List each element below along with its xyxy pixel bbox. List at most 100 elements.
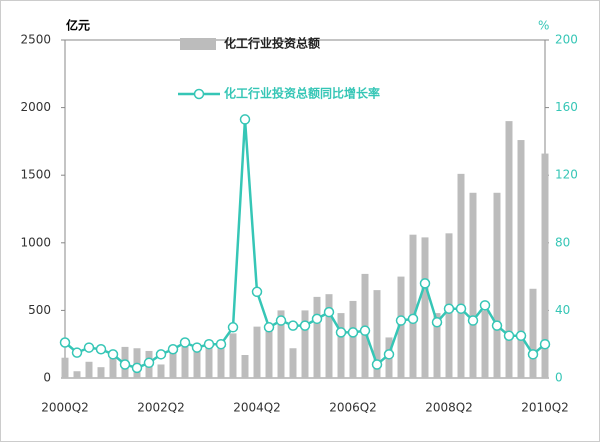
y2-tick-label: 200	[555, 33, 578, 47]
y-tick-label: 0	[43, 371, 51, 385]
legend-label: 化工行业投资总额	[224, 36, 320, 51]
bar	[505, 121, 513, 379]
line-marker	[467, 315, 479, 326]
line-marker	[239, 114, 251, 125]
bar	[169, 350, 177, 378]
line-marker	[323, 306, 335, 318]
bar	[181, 346, 189, 378]
line-marker	[527, 349, 539, 360]
y2-tick-label: 80	[555, 235, 570, 249]
y2-tick-label: 40	[555, 303, 570, 317]
line-marker	[515, 330, 527, 341]
x-tick-label: 2002Q2	[137, 401, 185, 415]
line-marker	[503, 330, 515, 341]
x-tick-label: 2004Q2	[233, 401, 281, 415]
line-marker	[215, 338, 227, 350]
bar	[229, 333, 237, 378]
bar	[97, 367, 105, 378]
line-marker	[407, 313, 419, 325]
line-marker	[167, 344, 179, 355]
line-marker	[359, 325, 371, 336]
line-marker	[419, 278, 431, 289]
bar	[409, 234, 417, 378]
y-tick-label: 500	[28, 303, 51, 317]
bar	[253, 326, 261, 378]
line-marker	[311, 313, 323, 325]
bar	[241, 355, 249, 378]
line-marker	[59, 337, 71, 348]
bar	[61, 357, 69, 378]
line-marker	[431, 316, 443, 328]
line-marker	[275, 315, 287, 326]
line-marker	[203, 338, 215, 350]
line-marker	[251, 286, 263, 298]
y2-tick-label: 0	[555, 371, 563, 385]
line-marker	[299, 320, 311, 331]
line-marker	[539, 338, 551, 350]
bar	[193, 350, 201, 378]
bar	[517, 140, 525, 378]
line-marker	[491, 320, 503, 331]
bar	[457, 173, 465, 378]
bar	[205, 340, 213, 378]
y-unit: 亿元	[66, 18, 90, 33]
bar	[217, 340, 225, 378]
bar	[529, 288, 537, 378]
bar	[349, 300, 357, 378]
bar	[421, 237, 429, 378]
bar	[373, 290, 381, 378]
bar	[481, 310, 489, 378]
line-marker	[83, 342, 95, 353]
bar	[289, 348, 297, 378]
y-tick-label: 1000	[20, 235, 51, 249]
bar	[469, 192, 477, 378]
bar	[301, 310, 309, 378]
bar	[433, 313, 441, 378]
line-marker	[227, 322, 239, 333]
line-marker	[455, 303, 467, 314]
line-marker	[443, 303, 455, 314]
line-marker	[143, 357, 155, 369]
x-tick-label: 2008Q2	[425, 401, 473, 415]
y-tick-label: 1500	[20, 168, 51, 182]
y2-tick-label: 160	[555, 100, 578, 114]
line-marker	[263, 322, 275, 333]
line-marker	[479, 300, 491, 311]
y2-tick-label: 120	[555, 168, 578, 182]
line-marker	[191, 342, 203, 353]
bar	[541, 153, 549, 378]
line-marker	[95, 344, 107, 355]
bar	[73, 371, 81, 378]
bar	[277, 310, 285, 378]
y-tick-label: 2500	[20, 33, 51, 47]
line-marker	[179, 337, 191, 348]
line-marker	[119, 359, 131, 370]
bar	[265, 323, 273, 378]
bar	[109, 350, 117, 378]
y2-unit: %	[538, 19, 549, 33]
line-marker	[371, 359, 383, 370]
bar	[337, 313, 345, 378]
legend-swatch	[180, 38, 216, 50]
x-tick-label: 2006Q2	[329, 401, 377, 415]
line-marker	[155, 349, 167, 360]
bar	[325, 294, 333, 378]
bar	[157, 364, 165, 378]
line-marker	[383, 349, 395, 360]
x-tick-label: 2010Q2	[521, 401, 569, 415]
line-marker	[131, 362, 143, 374]
y-tick-label: 2000	[20, 100, 51, 114]
bar	[493, 192, 501, 378]
bar	[85, 361, 93, 378]
legend-marker	[193, 88, 205, 100]
legend-label: 化工行业投资总额同比增长率	[224, 86, 380, 101]
line-marker	[71, 347, 83, 358]
line-marker	[335, 327, 347, 338]
line-marker	[347, 327, 359, 338]
bar	[313, 296, 321, 378]
line-marker	[287, 320, 299, 331]
bar	[397, 276, 405, 378]
x-tick-label: 2000Q2	[41, 401, 89, 415]
line-marker	[107, 349, 119, 360]
